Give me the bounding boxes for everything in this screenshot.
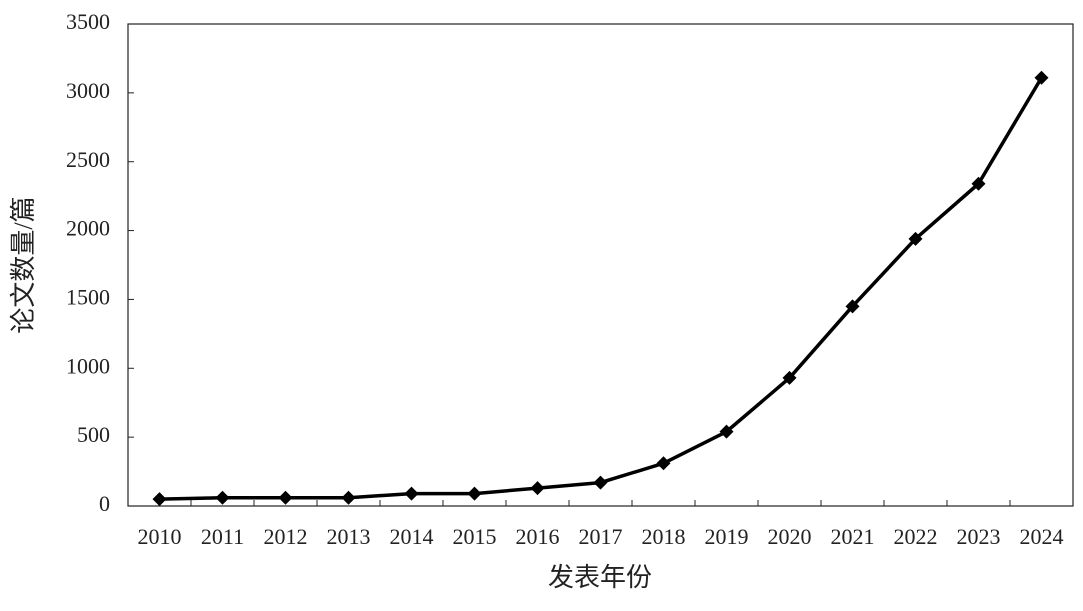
x-tick-label: 2021 — [831, 524, 875, 549]
marker — [656, 456, 671, 471]
x-tick-label: 2013 — [327, 524, 371, 549]
marker — [908, 231, 923, 246]
x-tick-label: 2015 — [453, 524, 497, 549]
x-tick-label: 2022 — [894, 524, 938, 549]
x-tick-label: 2024 — [1020, 524, 1064, 549]
y-tick-label: 1500 — [66, 284, 110, 309]
x-tick-label: 2019 — [705, 524, 749, 549]
y-tick-label: 2500 — [66, 147, 110, 172]
x-tick-label: 2016 — [516, 524, 560, 549]
y-tick-label: 2000 — [66, 216, 110, 241]
x-tick-label: 2012 — [264, 524, 308, 549]
x-tick-label: 2011 — [201, 524, 244, 549]
y-tick-label: 3000 — [66, 78, 110, 103]
marker — [152, 492, 167, 507]
x-tick-label: 2010 — [138, 524, 182, 549]
marker — [782, 370, 797, 385]
marker — [215, 490, 230, 505]
x-tick-label: 2023 — [957, 524, 1001, 549]
x-tick-label: 2017 — [579, 524, 623, 549]
marker — [845, 299, 860, 314]
y-axis-label: 论文数量/篇 — [9, 196, 38, 333]
marker — [278, 490, 293, 505]
marker — [593, 475, 608, 490]
data-line — [159, 76, 1044, 501]
marker — [971, 176, 986, 191]
marker — [530, 481, 545, 496]
marker — [467, 486, 482, 501]
y-tick-label: 500 — [77, 422, 110, 447]
x-tick-label: 2018 — [642, 524, 686, 549]
x-tick-label: 2014 — [390, 524, 434, 549]
y-tick-label: 0 — [99, 491, 110, 516]
marker — [1034, 70, 1049, 85]
marker — [719, 424, 734, 439]
x-tick-label: 2020 — [768, 524, 812, 549]
plot-frame — [127, 23, 1074, 507]
marker — [341, 490, 356, 505]
x-axis-label: 发表年份 — [548, 563, 652, 592]
y-tick-label: 3500 — [66, 9, 110, 34]
marker — [404, 486, 419, 501]
y-tick-label: 1000 — [66, 353, 110, 378]
